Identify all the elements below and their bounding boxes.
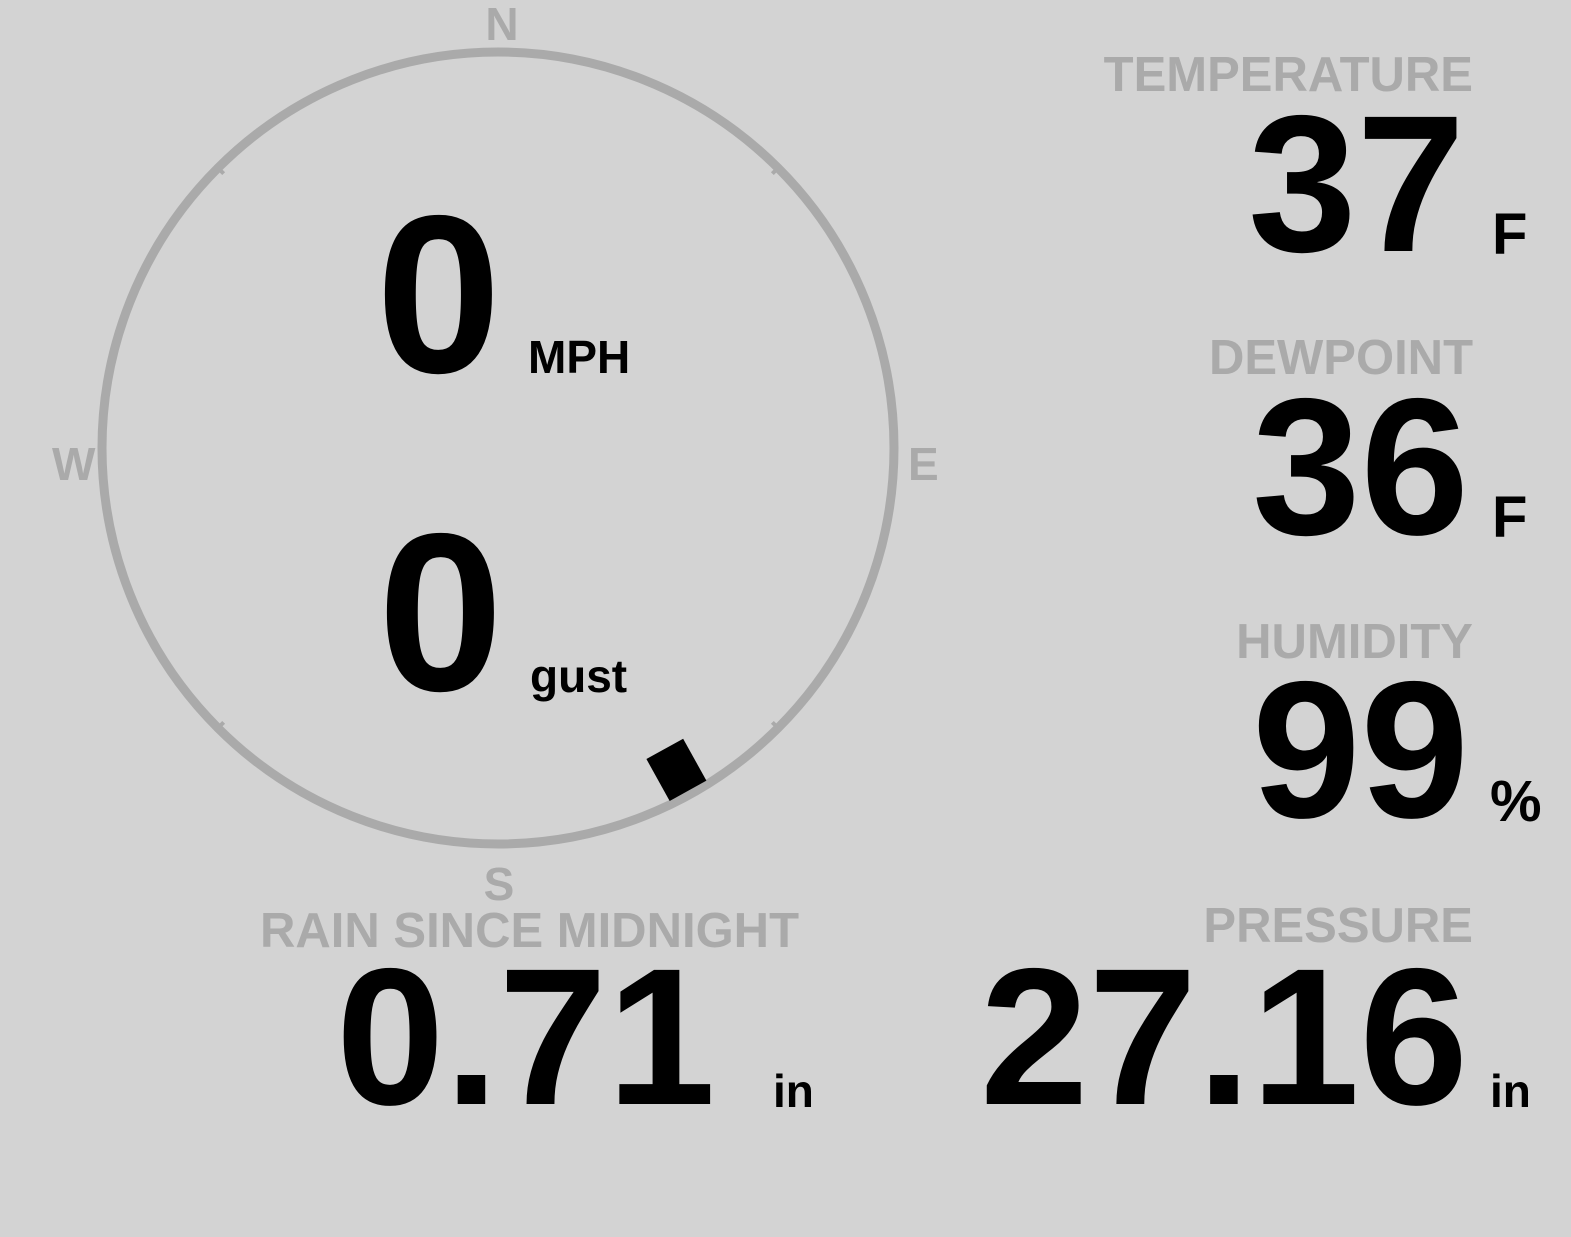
compass-tick — [213, 163, 226, 176]
temperature-label: TEMPERATURE — [1103, 48, 1473, 102]
compass-tick — [770, 720, 783, 733]
humidity-value: 99 — [1252, 641, 1469, 859]
dewpoint-value: 36 — [1252, 358, 1469, 576]
dewpoint-label: DEWPOINT — [1208, 331, 1473, 385]
compass-west: W — [52, 438, 96, 490]
wind-gust-label: gust — [530, 650, 628, 702]
temperature-value: 37 — [1248, 75, 1465, 293]
wind-speed-value: 0 — [376, 168, 502, 420]
wind-direction-marker — [646, 738, 707, 802]
pressure-unit: in — [1490, 1065, 1531, 1117]
rain-unit: in — [773, 1065, 814, 1117]
compass-tick — [213, 720, 226, 733]
rain-label: RAIN SINCE MIDNIGHT — [260, 904, 799, 958]
humidity-unit: % — [1490, 769, 1542, 834]
compass-ring — [97, 47, 899, 849]
compass-north: N — [485, 0, 519, 50]
pressure-value: 27.16 — [980, 928, 1468, 1146]
compass-ticks — [213, 163, 783, 733]
humidity-label: HUMIDITY — [1236, 615, 1473, 669]
compass-tick — [770, 163, 783, 176]
temperature-unit: F — [1492, 202, 1528, 267]
pressure-label: PRESSURE — [1203, 899, 1473, 953]
wind-speed-unit: MPH — [528, 331, 631, 383]
compass-east: E — [908, 438, 939, 490]
compass-south: S — [483, 858, 515, 910]
dewpoint-unit: F — [1492, 485, 1528, 550]
rain-value: 0.71 — [336, 928, 716, 1146]
wind-gust-value: 0 — [378, 486, 504, 738]
